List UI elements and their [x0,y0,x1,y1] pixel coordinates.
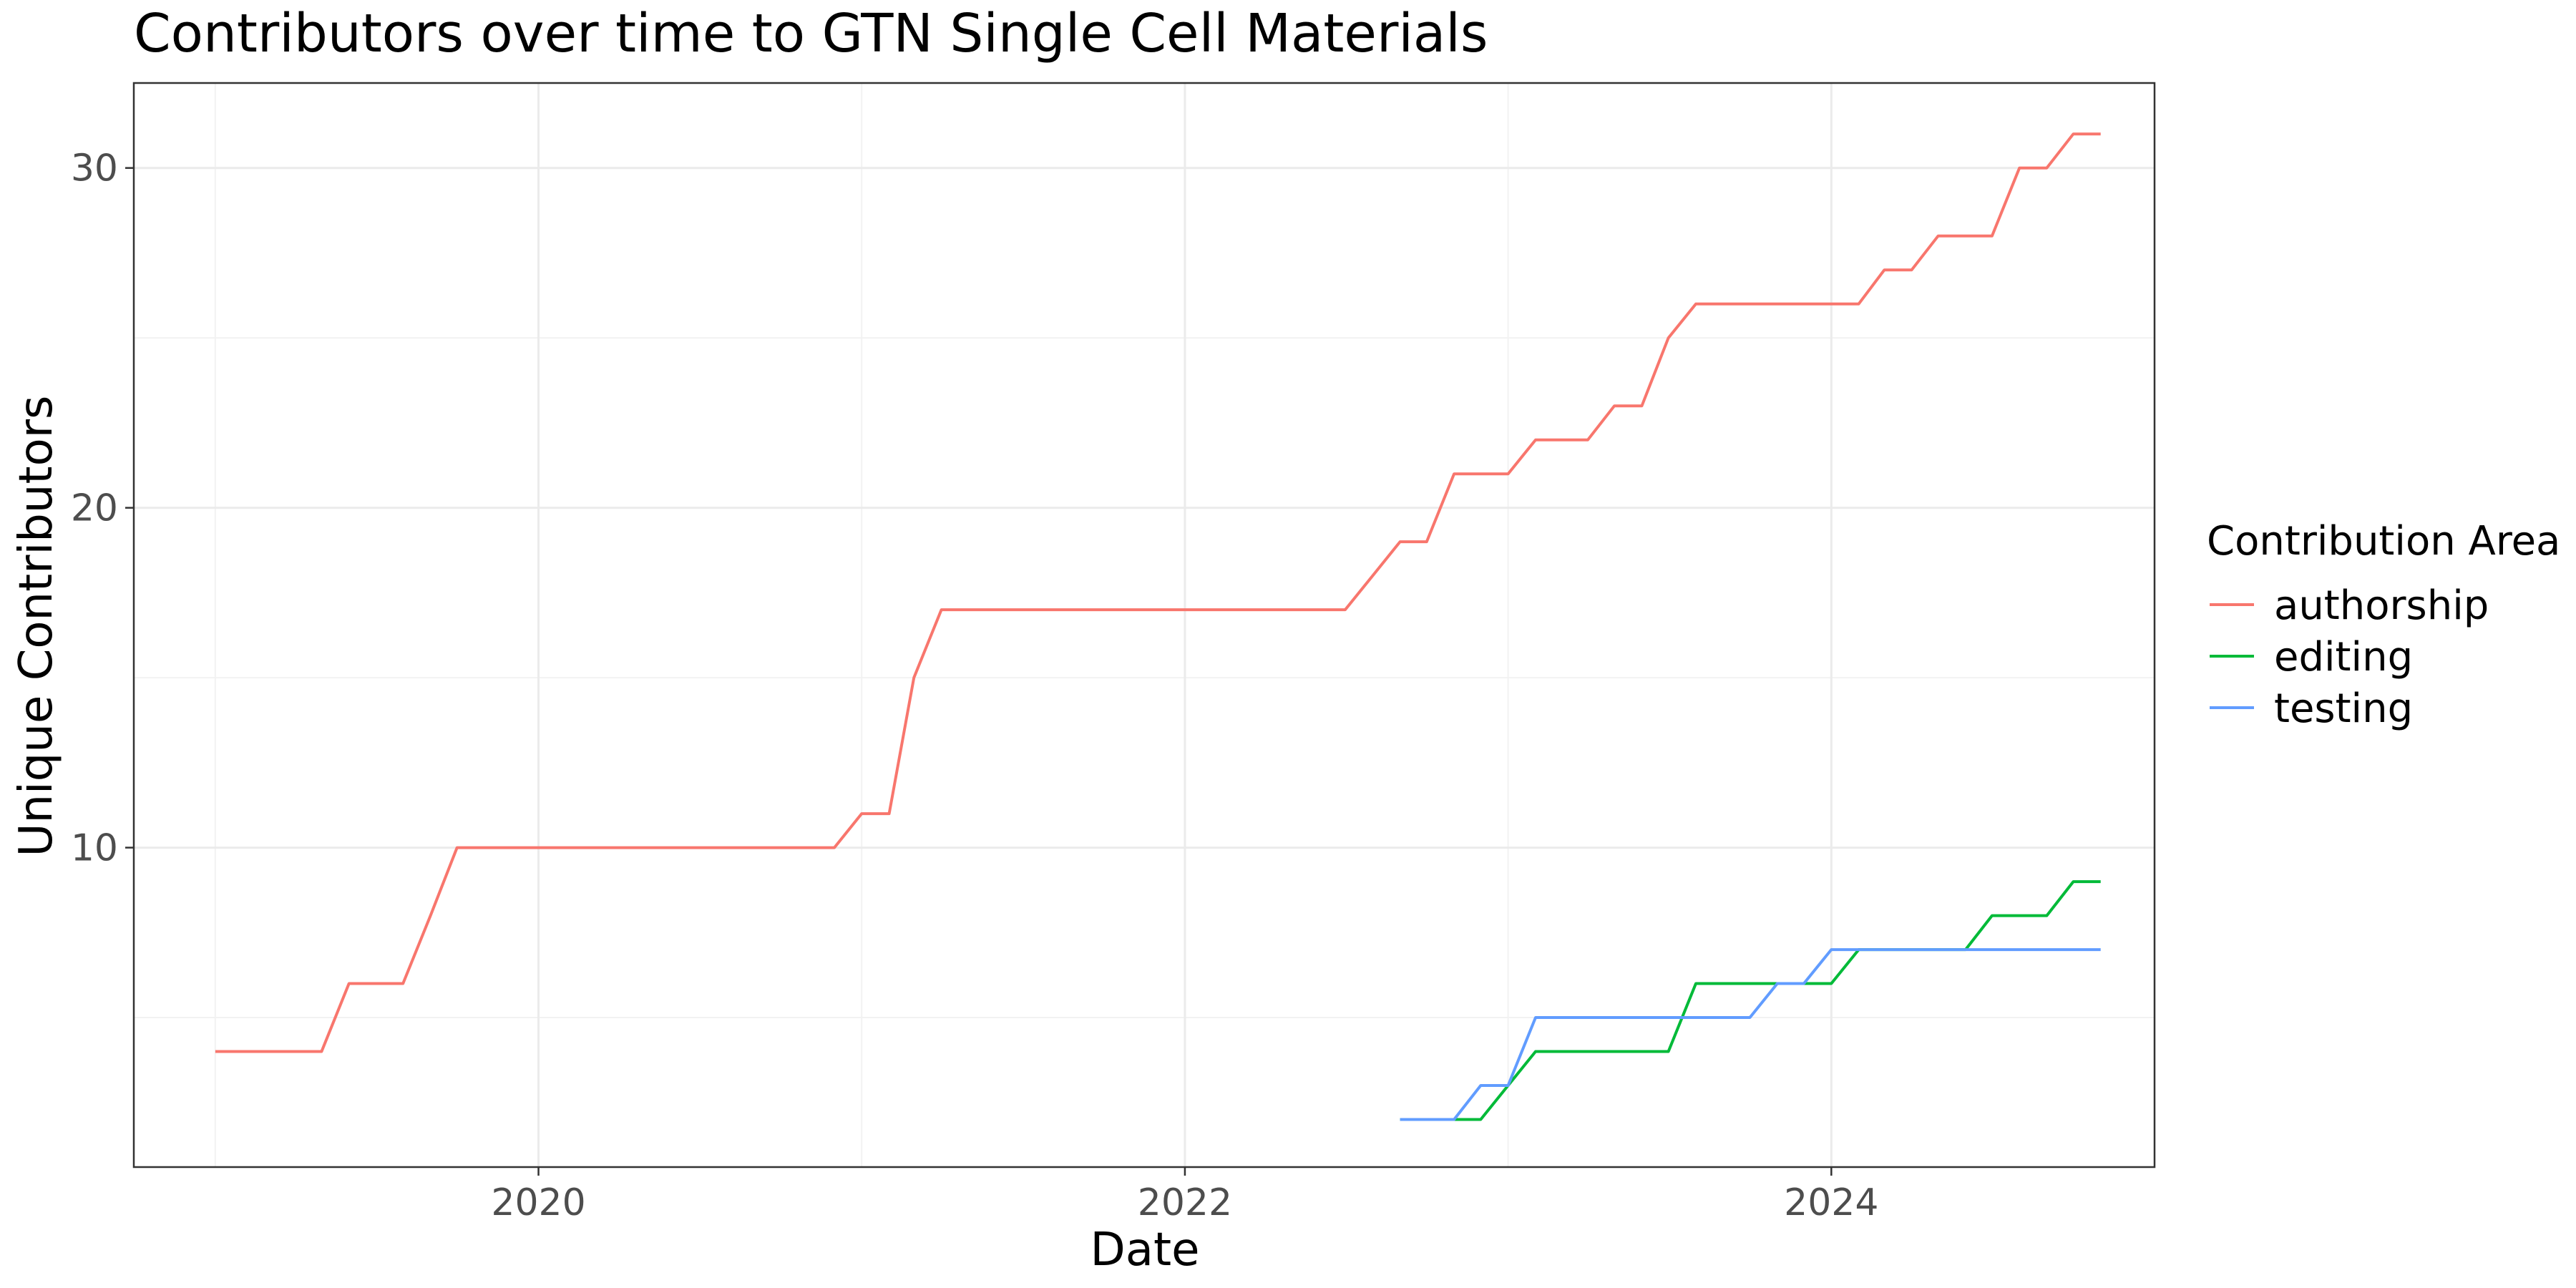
legend: Contribution Area authorship editing testi… [2207,518,2560,732]
plot-border [132,82,2156,1169]
y-tick-label: 10 [71,827,118,870]
series-line-testing [1400,948,2101,1121]
legend-items: authorship editing testing [2210,582,2489,732]
chart-title: Contributors over time to GTN Single Cel… [134,3,1488,64]
x-tick-label: 2022 [1138,1181,1232,1224]
y-axis-title: Unique Contributors [10,396,63,857]
panel-border [132,82,2156,1169]
series-line-authorship [215,132,2101,1053]
legend-title: Contribution Area [2207,518,2560,565]
x-axis-title: Date [1091,1224,1200,1277]
legend-label-editing: editing [2274,634,2413,680]
y-tick-label: 20 [71,487,118,530]
x-tick-label: 2024 [1784,1181,1878,1224]
series-lines [215,132,2101,1121]
x-axis-ticks: 2020 2022 2024 [491,1167,1878,1224]
x-tick-label: 2020 [491,1181,585,1224]
series-line-editing [1400,880,2101,1121]
legend-label-testing: testing [2274,686,2413,732]
major-gridlines [134,83,2155,1167]
panel-background [134,83,2155,1167]
y-tick-label: 30 [71,147,118,190]
plot-panel [134,83,2155,1167]
legend-label-authorship: authorship [2274,582,2489,629]
y-axis-ticks: 10 20 30 [71,147,134,870]
